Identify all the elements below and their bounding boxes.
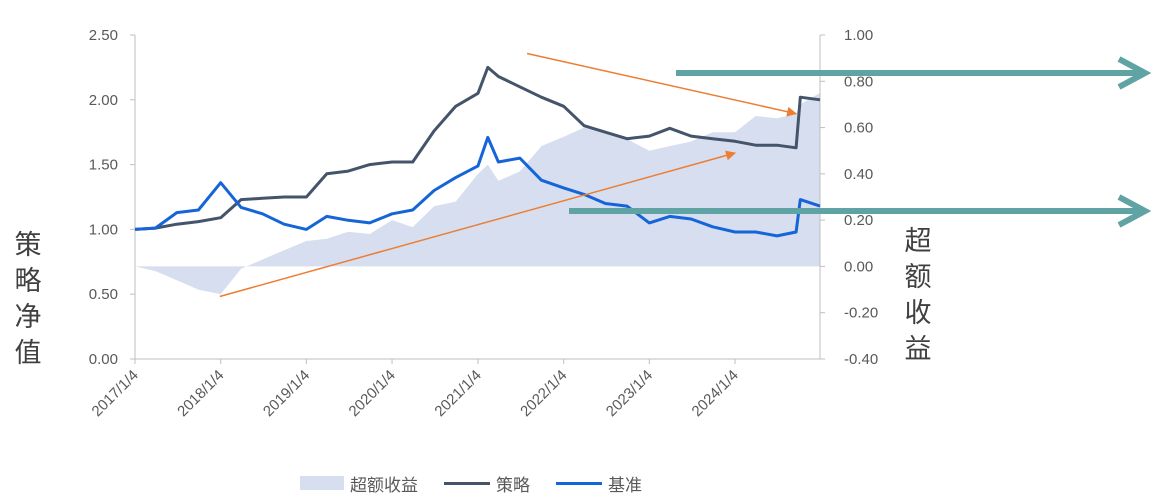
series-line-strategy bbox=[134, 65, 821, 231]
x-tick-label: 2022/1/4 bbox=[517, 367, 570, 420]
pointer-arrowhead bbox=[1117, 56, 1152, 90]
right-tick-label: 0.20 bbox=[844, 212, 873, 229]
trend-arrow bbox=[526, 52, 798, 117]
series-lines bbox=[134, 65, 821, 238]
x-tick-label: 2019/1/4 bbox=[260, 367, 313, 420]
left-tick-label: 1.50 bbox=[89, 157, 118, 174]
right-tick-label: 0.40 bbox=[844, 166, 873, 183]
legend-label-excess: 超额收益 bbox=[350, 475, 418, 496]
excess-return-area bbox=[135, 92, 820, 295]
left-axis-title: 策略净值 bbox=[14, 230, 42, 369]
legend-label-benchmark: 基准 bbox=[608, 475, 642, 496]
legend-swatch-strategy bbox=[444, 481, 490, 485]
right-tick-label: 0.00 bbox=[844, 258, 873, 275]
annotation-arrows bbox=[219, 52, 1152, 298]
pointer-arrowhead bbox=[1117, 194, 1152, 228]
right-tick-label: 1.00 bbox=[844, 27, 873, 44]
trend-arrow bbox=[219, 150, 736, 298]
x-tick-label: 2017/1/4 bbox=[89, 367, 142, 420]
right-tick-label: -0.40 bbox=[844, 351, 878, 368]
x-tick-label: 2021/1/4 bbox=[431, 367, 484, 420]
x-tick-label: 2018/1/4 bbox=[174, 367, 227, 420]
legend-label-strategy: 策略 bbox=[496, 475, 530, 496]
legend-swatch-excess bbox=[300, 476, 344, 490]
x-tick-label: 2020/1/4 bbox=[346, 367, 399, 420]
series-area-excess bbox=[135, 92, 820, 295]
left-tick-label: 0.00 bbox=[89, 351, 118, 368]
legend-item-strategy: 策略 bbox=[444, 471, 530, 496]
right-tick-label: 0.80 bbox=[844, 73, 873, 90]
left-tick-label: 0.50 bbox=[89, 286, 118, 303]
axes bbox=[130, 34, 825, 364]
legend-swatch-benchmark bbox=[556, 481, 602, 485]
legend-item-benchmark: 基准 bbox=[556, 471, 642, 496]
right-axis-title: 超额收益 bbox=[904, 226, 932, 365]
right-tick-label: 0.60 bbox=[844, 120, 873, 137]
legend: 超额收益 策略 基准 bbox=[300, 470, 642, 496]
right-tick-label: -0.20 bbox=[844, 305, 878, 322]
legend-item-excess: 超额收益 bbox=[300, 471, 418, 496]
left-tick-label: 2.50 bbox=[89, 27, 118, 44]
left-tick-label: 2.00 bbox=[89, 92, 118, 109]
series-line-benchmark bbox=[134, 135, 821, 238]
left-tick-label: 1.00 bbox=[89, 221, 118, 238]
x-tick-label: 2023/1/4 bbox=[603, 367, 656, 420]
x-tick-label: 2024/1/4 bbox=[689, 367, 742, 420]
